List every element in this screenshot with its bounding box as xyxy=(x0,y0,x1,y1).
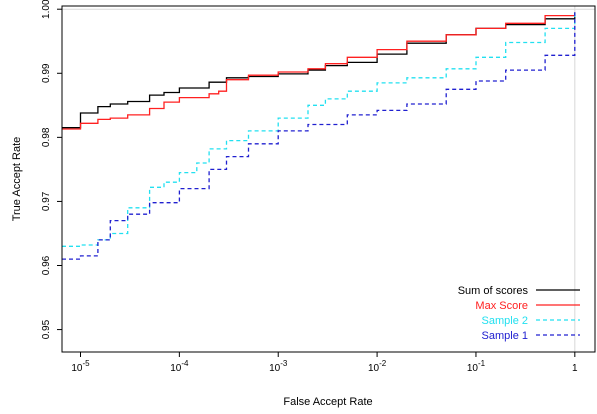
x-tick-exponent: -1 xyxy=(478,359,486,368)
x-tick-label: 10-1 xyxy=(467,359,486,374)
x-tick-exponent: -5 xyxy=(82,359,90,368)
x-tick-exponent: -3 xyxy=(280,359,288,368)
x-tick-base: 1 xyxy=(572,363,578,374)
x-tick-base: 10 xyxy=(368,363,380,374)
y-axis-label: True Accept Rate xyxy=(11,137,23,222)
legend-label: Sum of scores xyxy=(458,285,529,297)
x-tick-base: 10 xyxy=(467,363,479,374)
grid-layer xyxy=(62,6,595,352)
x-tick-label: 10-3 xyxy=(269,359,288,374)
x-tick-base: 10 xyxy=(170,363,182,374)
y-tick-label: 0.97 xyxy=(41,191,52,211)
legend-label: Sample 2 xyxy=(482,315,528,327)
y-tick-label: 0.98 xyxy=(41,127,52,147)
series-layer xyxy=(62,12,576,260)
x-tick-label: 1 xyxy=(572,363,578,374)
legend-label: Max Score xyxy=(475,300,528,312)
x-tick-base: 10 xyxy=(269,363,281,374)
x-tick-base: 10 xyxy=(71,363,83,374)
legend-label: Sample 1 xyxy=(482,330,528,342)
series-line-sample-2 xyxy=(62,12,576,247)
x-tick-exponent: -2 xyxy=(379,359,387,368)
y-tick-label: 0.96 xyxy=(41,255,52,275)
series-line-sample-1 xyxy=(62,12,576,260)
x-axis: 10-5 10-4 10-3 10-2 10-1 1 xyxy=(71,352,578,374)
y-axis: 0.95 0.96 0.97 0.98 0.99 1.00 xyxy=(41,0,62,339)
y-tick-label: 1.00 xyxy=(41,0,52,19)
y-tick-label: 0.95 xyxy=(41,319,52,339)
x-tick-label: 10-2 xyxy=(368,359,387,374)
plot-frame xyxy=(61,5,596,353)
x-tick-exponent: -4 xyxy=(181,359,189,368)
x-axis-label: False Accept Rate xyxy=(283,396,372,408)
x-tick-label: 10-5 xyxy=(71,359,90,374)
series-line-max-score xyxy=(62,14,575,130)
legend: Sum of scores Max Score Sample 2 Sample 1 xyxy=(458,285,580,342)
y-tick-label: 0.99 xyxy=(41,63,52,83)
x-tick-label: 10-4 xyxy=(170,359,189,374)
